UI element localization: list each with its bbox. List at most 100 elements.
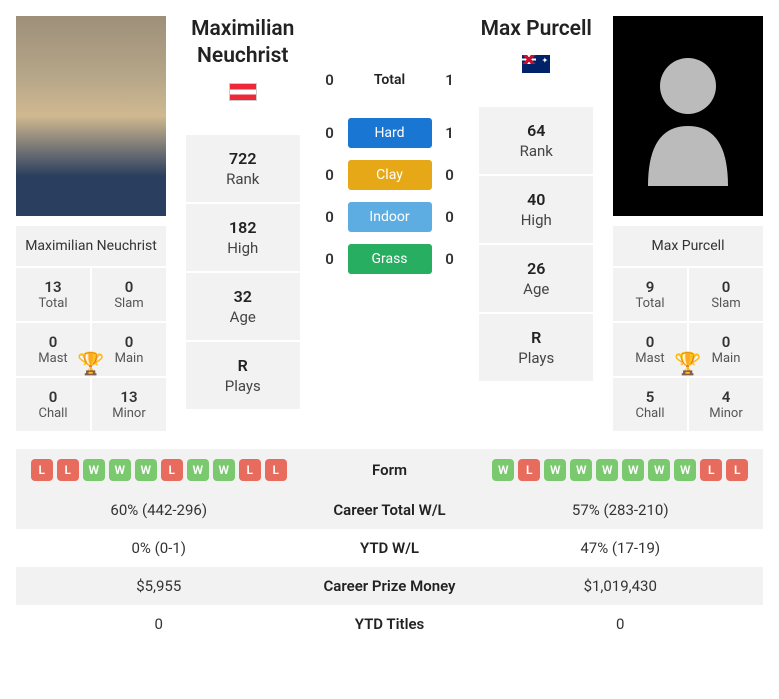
- p1-high-box: 182High: [186, 204, 300, 271]
- row-label: Career Total W/L: [290, 501, 490, 519]
- player1-title-grid: 13Total 0Slam 0Mast 0Main 0Chall 13Minor…: [16, 268, 166, 431]
- h2h-total-row: 0 Total 1: [320, 66, 460, 94]
- win-badge: W: [570, 459, 592, 481]
- player2-profile-card: Max Purcell 9Total 0Slam 0Mast 0Main 5Ch…: [613, 226, 763, 431]
- h2h-surface-row: 0 Grass 0: [320, 244, 460, 274]
- h2h-total-p1: 0: [320, 71, 340, 89]
- h2h-p2-val: 0: [440, 208, 460, 226]
- row-p2-val: 47% (17-19): [490, 539, 752, 557]
- win-badge: W: [187, 459, 209, 481]
- player2-photo: [613, 16, 763, 216]
- loss-badge: L: [57, 459, 79, 481]
- loss-badge: L: [518, 459, 540, 481]
- p2-rank-box: 64Rank: [479, 107, 593, 174]
- player1-photo: [16, 16, 166, 216]
- surface-badge: Indoor: [348, 202, 432, 232]
- p2-total-cell: 9Total: [613, 268, 687, 321]
- p1-rank-box: 722Rank: [186, 135, 300, 202]
- h2h-p1-val: 0: [320, 250, 340, 268]
- surface-badge: Grass: [348, 244, 432, 274]
- player1-block: Maximilian Neuchrist 13Total 0Slam 0Mast…: [16, 16, 166, 431]
- player2-title-grid: 9Total 0Slam 0Mast 0Main 5Chall 4Minor 🏆: [613, 268, 763, 431]
- table-row: 60% (442-296)Career Total W/L57% (283-21…: [16, 491, 763, 529]
- h2h-p2-val: 0: [440, 166, 460, 184]
- row-p2-val: $1,019,430: [490, 577, 752, 595]
- surface-badge: Hard: [348, 118, 432, 148]
- p1-plays-box: RPlays: [186, 342, 300, 409]
- table-row: 0YTD Titles0: [16, 605, 763, 643]
- row-p1-val: $5,955: [28, 577, 290, 595]
- player2-card-name: Max Purcell: [613, 226, 763, 266]
- loss-badge: L: [31, 459, 53, 481]
- table-row: 0% (0-1)YTD W/L47% (17-19): [16, 529, 763, 567]
- loss-badge: L: [700, 459, 722, 481]
- h2h-surface-row: 0 Hard 1: [320, 118, 460, 148]
- player2-form: WLWWWWWWLL: [490, 459, 752, 481]
- win-badge: W: [648, 459, 670, 481]
- player1-form: LLWWWLWWLL: [28, 459, 290, 481]
- loss-badge: L: [265, 459, 287, 481]
- h2h-p1-val: 0: [320, 166, 340, 184]
- comparison-grid: Maximilian Neuchrist 13Total 0Slam 0Mast…: [16, 16, 763, 431]
- player2-stat-column: 64Rank 40High 26Age RPlays: [479, 107, 593, 381]
- row-p2-val: 57% (283-210): [490, 501, 752, 519]
- row-p1-val: 60% (442-296): [28, 501, 290, 519]
- h2h-p2-val: 1: [440, 124, 460, 142]
- p2-chall-cell: 5Chall: [613, 378, 687, 431]
- win-badge: W: [544, 459, 566, 481]
- p2-minor-cell: 4Minor: [689, 378, 763, 431]
- trophy-icon: 🏆: [77, 352, 104, 377]
- player1-stat-column: 722Rank 182High 32Age RPlays: [186, 135, 300, 409]
- h2h-surface-row: 0 Indoor 0: [320, 202, 460, 232]
- p1-age-box: 32Age: [186, 273, 300, 340]
- win-badge: W: [596, 459, 618, 481]
- p2-plays-box: RPlays: [479, 314, 593, 381]
- h2h-total-p2: 1: [440, 71, 460, 89]
- player2-name: Max Purcell: [472, 16, 602, 43]
- h2h-p1-val: 0: [320, 124, 340, 142]
- h2h-surface-row: 0 Clay 0: [320, 160, 460, 190]
- player1-header: Maximilian Neuchrist 722Rank 182High 32A…: [178, 16, 308, 409]
- loss-badge: L: [726, 459, 748, 481]
- win-badge: W: [674, 459, 696, 481]
- p1-slam-cell: 0Slam: [92, 268, 166, 321]
- win-badge: W: [83, 459, 105, 481]
- player1-profile-card: Maximilian Neuchrist 13Total 0Slam 0Mast…: [16, 226, 166, 431]
- row-p2-val: 0: [490, 615, 752, 633]
- australia-flag-icon: [522, 55, 550, 73]
- row-label: YTD W/L: [290, 539, 490, 557]
- table-row: $5,955Career Prize Money$1,019,430: [16, 567, 763, 605]
- player2-block: Max Purcell 9Total 0Slam 0Mast 0Main 5Ch…: [613, 16, 763, 431]
- p2-high-box: 40High: [479, 176, 593, 243]
- surface-badge: Clay: [348, 160, 432, 190]
- h2h-p2-val: 0: [440, 250, 460, 268]
- row-label: YTD Titles: [290, 615, 490, 633]
- win-badge: W: [109, 459, 131, 481]
- form-row: LLWWWLWWLL Form WLWWWWWWLL: [16, 449, 763, 491]
- row-label: Career Prize Money: [290, 577, 490, 595]
- h2h-total-label: Total: [348, 66, 432, 94]
- win-badge: W: [622, 459, 644, 481]
- player1-card-name: Maximilian Neuchrist: [16, 226, 166, 266]
- player1-name: Maximilian Neuchrist: [178, 16, 308, 71]
- comparison-table: LLWWWLWWLL Form WLWWWWWWLL 60% (442-296)…: [16, 449, 763, 643]
- placeholder-silhouette-icon: [638, 46, 738, 186]
- player2-header: Max Purcell 64Rank 40High 26Age RPlays: [472, 16, 602, 381]
- win-badge: W: [492, 459, 514, 481]
- win-badge: W: [213, 459, 235, 481]
- row-p1-val: 0: [28, 615, 290, 633]
- h2h-column: 0 Total 1 0 Hard 1 0 Clay 0 0 Indoor 0 0 Grass 0: [320, 66, 460, 274]
- row-p1-val: 0% (0-1): [28, 539, 290, 557]
- loss-badge: L: [239, 459, 261, 481]
- p2-age-box: 26Age: [479, 245, 593, 312]
- p1-chall-cell: 0Chall: [16, 378, 90, 431]
- p2-slam-cell: 0Slam: [689, 268, 763, 321]
- win-badge: W: [135, 459, 157, 481]
- trophy-icon: 🏆: [674, 352, 701, 377]
- p1-minor-cell: 13Minor: [92, 378, 166, 431]
- loss-badge: L: [161, 459, 183, 481]
- form-label: Form: [290, 461, 490, 479]
- h2h-p1-val: 0: [320, 208, 340, 226]
- austria-flag-icon: [229, 83, 257, 101]
- p1-total-cell: 13Total: [16, 268, 90, 321]
